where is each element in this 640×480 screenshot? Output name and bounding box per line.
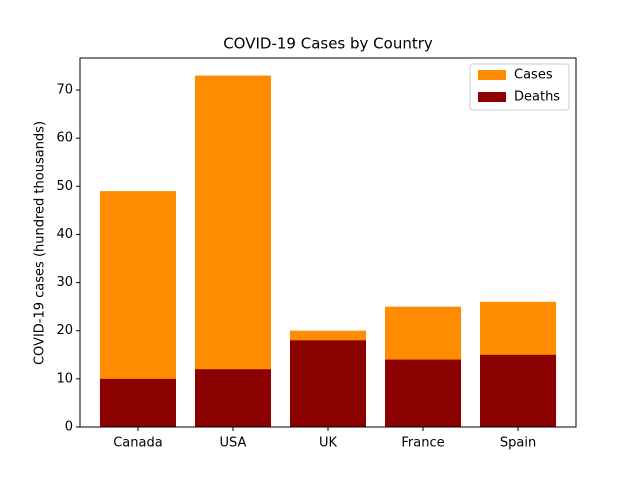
bar <box>194 75 271 428</box>
x-tick-label: Canada <box>113 436 162 451</box>
x-tick-label: UK <box>319 436 338 451</box>
y-tick-label: 30 <box>56 275 73 290</box>
x-tick-label: France <box>401 436 444 451</box>
legend-swatch <box>478 92 506 102</box>
bar <box>480 354 557 427</box>
y-tick-label: 20 <box>56 323 73 338</box>
legend-label: Deaths <box>514 90 560 105</box>
bar <box>289 340 367 427</box>
y-tick-label: 40 <box>56 227 73 242</box>
bar <box>194 369 271 427</box>
y-tick-label: 50 <box>56 179 73 194</box>
bar <box>99 378 176 427</box>
y-tick-label: 70 <box>56 83 73 98</box>
plot-frame <box>79 57 577 428</box>
legend-label: Cases <box>514 68 553 83</box>
y-tick-label: 10 <box>56 371 73 386</box>
y-axis-label: COVID-19 cases (hundred thousands) <box>33 121 48 365</box>
x-tick-label: USA <box>220 436 247 451</box>
chart-title: COVID-19 Cases by Country <box>223 35 433 53</box>
bar <box>385 359 462 427</box>
y-tick-label: 60 <box>56 131 73 146</box>
y-tick-label: 0 <box>65 420 73 435</box>
x-tick-label: Spain <box>500 436 536 451</box>
legend-swatch <box>478 70 506 80</box>
